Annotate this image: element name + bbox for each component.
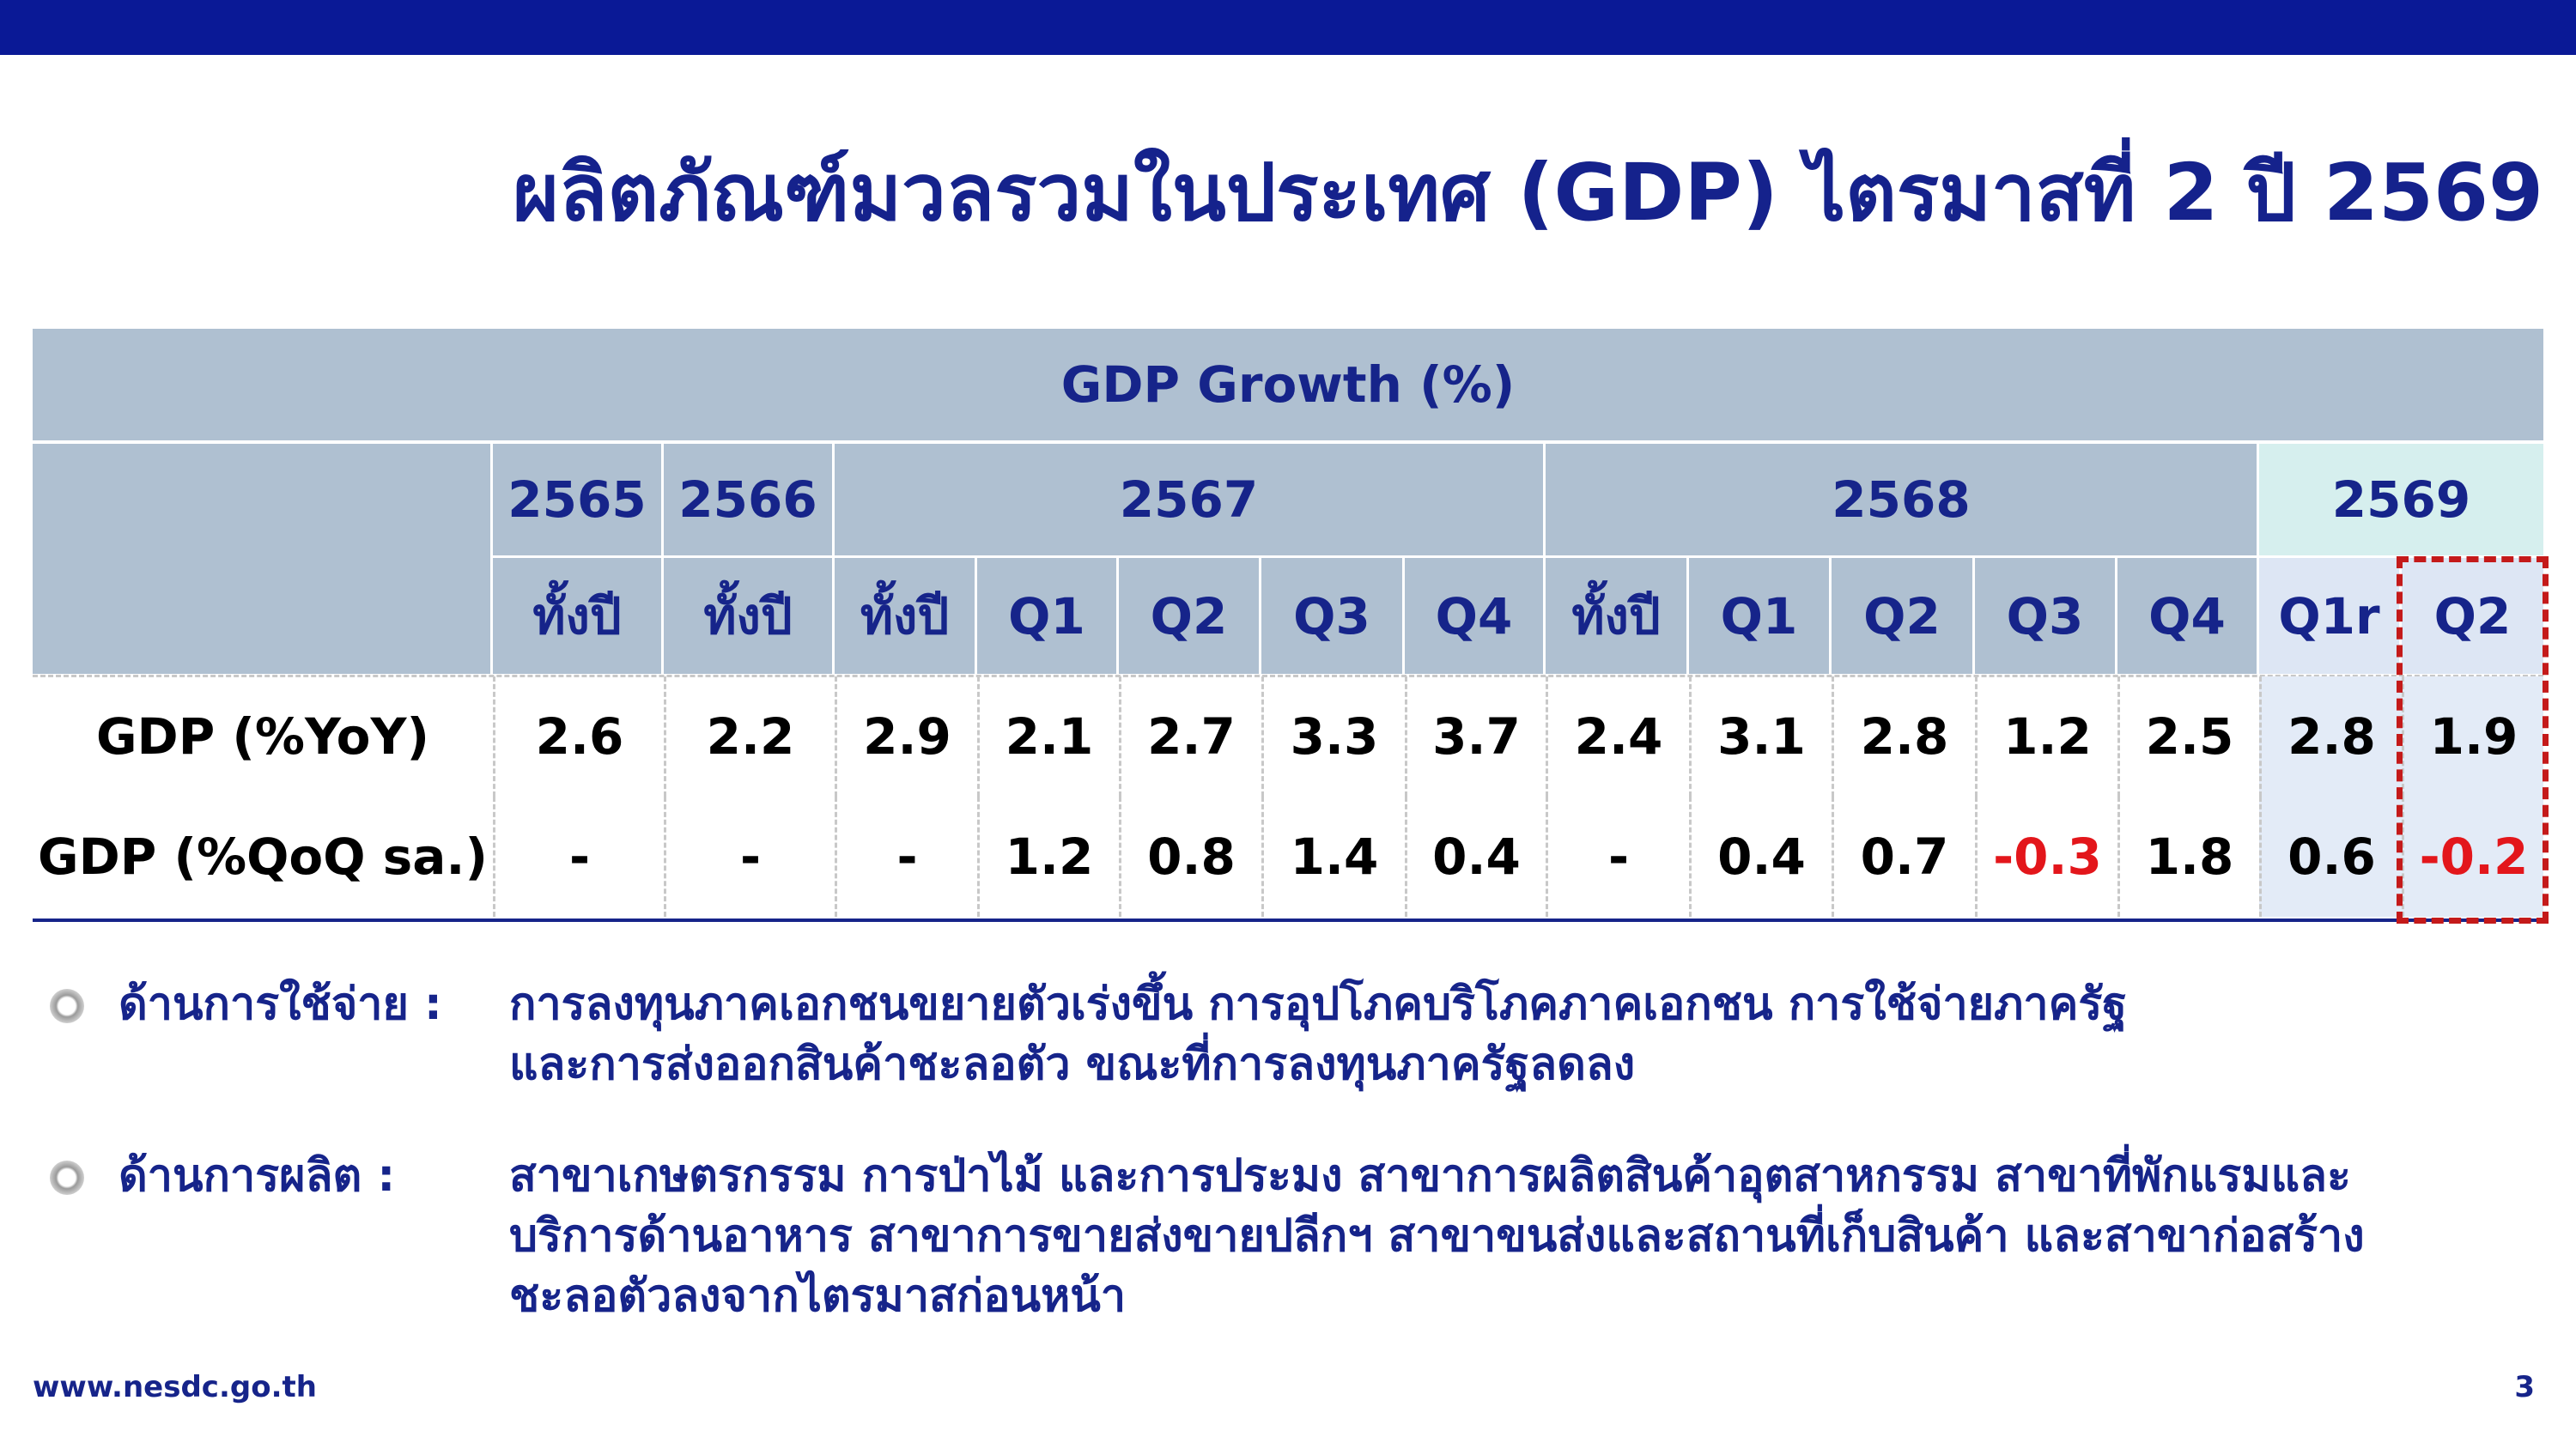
year-header: 2566 [664,444,832,555]
data-cell: 2.2 [664,676,835,797]
footer-url: www.nesdc.go.th [33,1370,317,1404]
data-cell: 0.6 [2259,797,2402,917]
sub-header: Q2 [1832,558,1972,674]
sub-header: Q1 [977,558,1116,674]
bullet-icon [50,989,84,1023]
year-header: 2567 [835,444,1543,555]
data-cell: -0.3 [1975,797,2117,917]
bullet-text: สาขาเกษตรกรรม การป่าไม้ และการประมง สาขา… [509,1150,2351,1202]
year-header: 2568 [1546,444,2257,555]
data-cell: 2.1 [977,676,1119,797]
year-header: 2569 [2259,444,2543,555]
data-cell: 3.7 [1405,676,1546,797]
row-label: GDP (%YoY) [95,707,430,766]
sub-header: Q4 [1405,558,1543,674]
data-cell: 1.8 [2117,797,2259,917]
data-cell: 2.9 [835,676,977,797]
data-cell: - [1546,797,1689,917]
data-cell: 2.5 [2117,676,2259,797]
sub-header: Q2 [2402,558,2543,674]
data-cell: 0.4 [1405,797,1546,917]
data-cell: 0.4 [1689,797,1832,917]
sub-header: ทั้งปี [1546,558,1686,674]
bullet-label: ด้านการใช้จ่าย : [118,979,442,1030]
bullet-text: การลงทุนภาคเอกชนขยายตัวเร่งขึ้น การอุปโภ… [509,979,2128,1030]
slide-title: ผลิตภัณฑ์มวลรวมในประเทศ (GDP) ไตรมาสที่ … [513,147,2543,239]
header-rule [33,675,2543,677]
table-bottom-rule [33,919,2543,922]
row-label: GDP (%QoQ sa.) [38,828,488,886]
sub-header: Q3 [1261,558,1402,674]
bullet-list: ด้านการใช้จ่าย : การลงทุนภาคเอกชนขยายตัวเ… [50,979,2365,1322]
bullet-text: และการส่งออกสินค้าชะลอตัว ขณะที่การลงทุน… [509,1039,1636,1090]
data-cell: 1.4 [1261,797,1405,917]
data-cell: 1.2 [1975,676,2117,797]
sub-header: Q1 [1689,558,1829,674]
data-cell: 2.8 [1832,676,1975,797]
page-number: 3 [2514,1370,2535,1404]
sub-header: Q3 [1975,558,2115,674]
data-cell: 1.2 [977,797,1119,917]
bullet-label: ด้านการผลิต : [118,1150,396,1202]
sub-header: Q2 [1119,558,1259,674]
data-cell: 0.7 [1832,797,1975,917]
data-cell: 2.7 [1119,676,1261,797]
data-cell: - [835,797,977,917]
data-cell: 2.8 [2259,676,2402,797]
bullet-text: บริการด้านอาหาร สาขาการขายส่งขายปลีกฯ สา… [509,1210,2365,1262]
year-header: 2565 [493,444,661,555]
data-cell: 1.9 [2402,676,2543,797]
sub-header: ทั้งปี [664,558,832,674]
sub-header: Q1r [2259,558,2399,674]
bullet-icon [50,1161,84,1195]
sub-header: ทั้งปี [493,558,661,674]
data-cell: 2.4 [1546,676,1689,797]
table-caption: GDP Growth (%) [33,329,2543,440]
top-bar [0,0,2576,55]
data-cell: -0.2 [2402,797,2543,917]
gdp-table: GDP Growth (%) 2565 2566 2567 2568 2569 ทั้งปี… [33,329,2549,924]
data-cell: 3.1 [1689,676,1832,797]
header-blank [33,444,490,674]
data-cell: 0.8 [1119,797,1261,917]
sub-header: Q4 [2117,558,2257,674]
bullet-text: ชะลอตัวลงจากไตรมาสก่อนหน้า [509,1270,1127,1322]
data-cell: 3.3 [1261,676,1405,797]
highlight-box [2397,556,2549,924]
data-cell: - [493,797,664,917]
data-cell: - [664,797,835,917]
data-cell: 2.6 [493,676,664,797]
sub-header: ทั้งปี [835,558,975,674]
